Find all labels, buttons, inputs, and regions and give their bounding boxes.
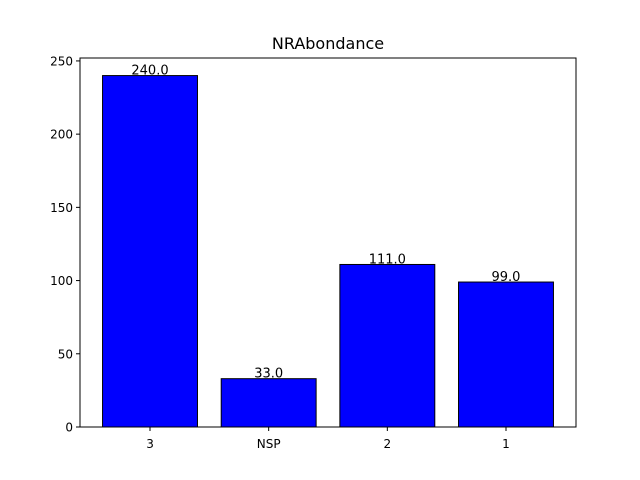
x-tick-label: 2	[384, 437, 392, 451]
plot-frame	[79, 57, 577, 428]
y-tick-label: 100	[50, 274, 73, 288]
y-axis: 0 50 100 150 200 250	[50, 54, 80, 435]
x-axis: 3 NSP 2 1	[146, 427, 510, 451]
bars-group	[102, 75, 554, 428]
bar-1	[458, 281, 554, 428]
bar-value-label: 111.0	[369, 252, 406, 267]
x-tick-label: 1	[502, 437, 510, 451]
y-tick-label: 150	[50, 201, 73, 215]
chart-title: NRAbondance	[272, 34, 384, 53]
bar-value-label: 99.0	[492, 270, 521, 285]
y-tick-label: 250	[50, 54, 73, 68]
bar-value-label: 240.0	[131, 64, 168, 79]
y-tick-label: 50	[58, 347, 73, 361]
bar-3	[102, 75, 198, 428]
x-tick-label: NSP	[257, 437, 281, 451]
bar-nsp	[220, 378, 317, 428]
y-tick-label: 200	[50, 128, 73, 142]
bar-labels-group: 240.0 33.0 111.0 99.0	[131, 64, 520, 382]
bar-value-label: 33.0	[254, 367, 283, 382]
x-tick-label: 3	[146, 437, 154, 451]
y-tick-label: 0	[65, 421, 73, 435]
bar-2	[339, 263, 436, 428]
